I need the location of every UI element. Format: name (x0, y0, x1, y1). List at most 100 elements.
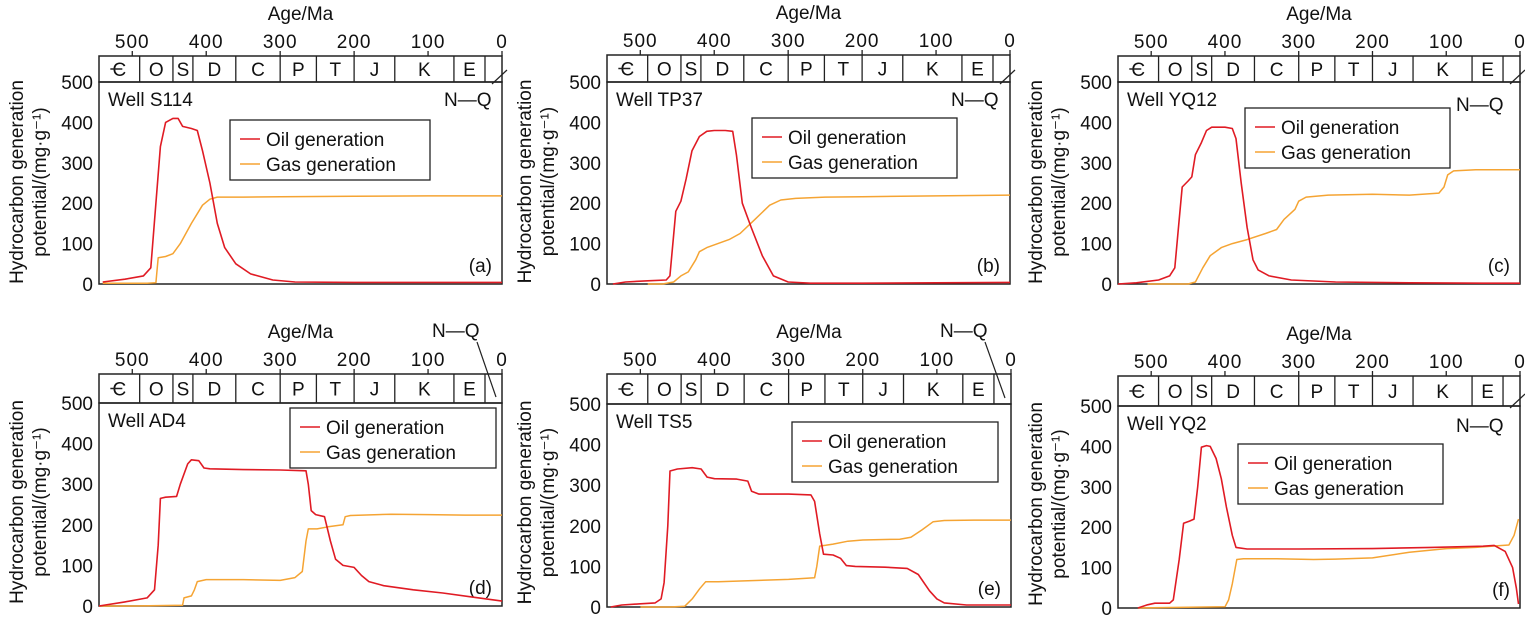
panel-f: Age/Ma 500 400 300 200 100 0 C O S D C P T J K E N—Q 0 100 2… (1026, 324, 1525, 620)
panel-label: (a) (469, 256, 492, 277)
x-tick-label: 400 (189, 350, 224, 371)
x-tick-label: 100 (1429, 352, 1464, 373)
period-label: T (1348, 382, 1360, 403)
oil-generation-line (1137, 444, 1520, 609)
legend-oil-label: Oil generation (1281, 118, 1399, 139)
period-label: S (685, 60, 698, 81)
period-label: D (1226, 60, 1240, 81)
y-tick-label: 200 (1080, 194, 1112, 215)
gas-generation-line (640, 519, 1011, 608)
y-tick-label: 400 (569, 113, 601, 134)
y-tick-label: 500 (1080, 73, 1112, 94)
period-label: E (463, 380, 476, 401)
well-name: Well YQ2 (1127, 414, 1207, 435)
oil-generation-line (98, 459, 503, 607)
period-label: P (800, 380, 813, 401)
nq-leader (476, 341, 497, 398)
nq-label: N—Q (444, 90, 492, 111)
y-tick-label: 0 (1101, 599, 1112, 620)
x-axis-title: Age/Ma (268, 322, 334, 343)
x-tick-label: 400 (697, 350, 732, 371)
well-name: Well AD4 (108, 411, 186, 432)
y-tick-label: 0 (82, 275, 93, 296)
x-tick-label: 0 (1514, 352, 1525, 373)
period-label: T (1348, 60, 1360, 81)
x-tick-label: 200 (1355, 32, 1390, 53)
period-label: T (329, 60, 341, 81)
y-tick-label: 500 (569, 73, 601, 94)
y-tick-label: 100 (569, 235, 601, 256)
x-axis-title: Age/Ma (776, 3, 842, 24)
legend-gas-label: Gas generation (828, 457, 958, 478)
period-label: E (972, 380, 985, 401)
legend-oil-label: Oil generation (828, 432, 946, 453)
period-label: D (207, 60, 221, 81)
x-axis-title: Age/Ma (1286, 324, 1352, 345)
nq-leader (984, 341, 1006, 399)
x-tick-label: 300 (771, 350, 806, 371)
well-name: Well TS5 (616, 412, 692, 433)
gas-generation-line (1147, 168, 1520, 285)
x-axis-title: Age/Ma (1286, 4, 1352, 25)
well-name: Well TP37 (616, 90, 703, 111)
legend-gas-label: Gas generation (266, 155, 396, 176)
y-tick-label: 200 (569, 194, 601, 215)
period-label: C (1131, 382, 1145, 403)
y-tick-label: 400 (569, 436, 601, 457)
y-tick-label: 300 (61, 475, 93, 496)
period-label: C (251, 60, 265, 81)
period-label: K (418, 60, 431, 81)
x-tick-label: 100 (411, 32, 446, 53)
period-label: S (177, 380, 190, 401)
y-tick-label: 100 (569, 557, 601, 578)
x-tick-label: 400 (1208, 352, 1243, 373)
legend-gas-label: Gas generation (1281, 143, 1411, 164)
period-label: T (837, 60, 849, 81)
y-axis-title-line1: Hydrocarbon generation (515, 401, 536, 605)
y-tick-label: 500 (1080, 397, 1112, 418)
period-label: O (657, 380, 672, 401)
panel-label: (f) (1492, 580, 1510, 601)
period-label: O (1168, 60, 1183, 81)
plot-frame (1117, 81, 1521, 285)
x-tick-label: 300 (263, 350, 298, 371)
period-label: C (759, 60, 773, 81)
period-label: J (370, 60, 380, 81)
x-tick-label: 400 (189, 32, 224, 53)
x-tick-label: 0 (496, 32, 508, 53)
period-label: C (112, 60, 126, 81)
period-label: P (292, 380, 305, 401)
y-tick-label: 300 (1080, 478, 1112, 499)
x-tick-label: 0 (1514, 32, 1525, 53)
x-tick-label: 500 (623, 350, 658, 371)
y-tick-label: 200 (61, 194, 93, 215)
y-tick-label: 400 (61, 435, 93, 456)
legend-box (1244, 107, 1451, 169)
period-label: C (621, 380, 635, 401)
nq-label: N—Q (432, 321, 480, 342)
period-label: S (1195, 382, 1208, 403)
y-tick-label: 500 (61, 73, 93, 94)
x-tick-label: 300 (771, 31, 806, 52)
period-label: P (1310, 382, 1323, 403)
y-tick-label: 100 (61, 556, 93, 577)
panel-a: Age/Ma 500 400 300 200 100 0 C O S D C P T J K E N—Q 0 100 2… (7, 4, 508, 296)
period-label: E (971, 60, 984, 81)
x-tick-label: 100 (411, 350, 446, 371)
panel-label: (d) (469, 578, 492, 599)
period-label: K (926, 60, 939, 81)
y-axis-title-line1: Hydrocarbon generation (7, 80, 28, 284)
oil-generation-line (610, 466, 1011, 608)
y-axis-title-line2: potential/(mg·g⁻¹) (30, 107, 51, 256)
x-tick-label: 500 (115, 32, 150, 53)
period-label: J (878, 60, 888, 81)
panel-d: Age/Ma 500 400 300 200 100 0 C O S D C P T J K E N—Q 0 100 2… (7, 321, 507, 618)
period-label: D (207, 380, 221, 401)
legend-box (229, 119, 431, 181)
period-label: P (292, 60, 305, 81)
period-label: O (149, 380, 164, 401)
period-label: J (878, 380, 888, 401)
period-label: O (657, 60, 672, 81)
period-label: K (418, 380, 431, 401)
plot-frame (98, 81, 503, 285)
